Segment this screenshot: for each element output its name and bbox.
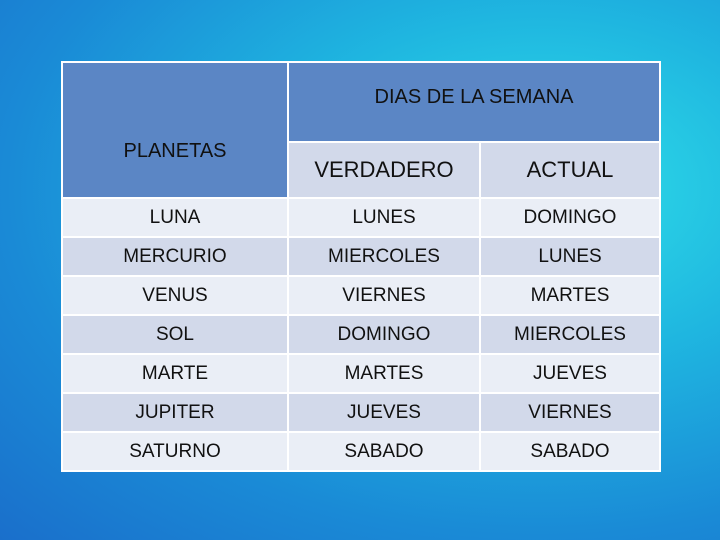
cell-planet: LUNA <box>61 197 289 238</box>
cell-verdadero: DOMINGO <box>287 314 481 355</box>
cell-verdadero: LUNES <box>287 197 481 238</box>
cell-planet: JUPITER <box>61 392 289 433</box>
header-row: PLANETAS DIAS DE LA SEMANA <box>61 61 661 199</box>
cell-planet: SATURNO <box>61 431 289 472</box>
cell-planet: MERCURIO <box>61 236 289 277</box>
table-row: LUNA LUNES DOMINGO <box>61 197 661 238</box>
table-row: MARTE MARTES JUEVES <box>61 353 661 394</box>
cell-planet: VENUS <box>61 275 289 316</box>
table-row: SOL DOMINGO MIERCOLES <box>61 314 661 355</box>
cell-planet: SOL <box>61 314 289 355</box>
cell-actual: MARTES <box>479 275 661 316</box>
cell-verdadero: MIERCOLES <box>287 236 481 277</box>
cell-actual: SABADO <box>479 431 661 472</box>
header-planetas: PLANETAS <box>61 61 289 199</box>
table-body: LUNA LUNES DOMINGO MERCURIO MIERCOLES LU… <box>61 197 661 472</box>
planets-days-table: PLANETAS DIAS DE LA SEMANA VERDADERO ACT… <box>61 61 661 472</box>
table-row: VENUS VIERNES MARTES <box>61 275 661 316</box>
header-dias-semana: DIAS DE LA SEMANA <box>287 61 661 143</box>
cell-verdadero: SABADO <box>287 431 481 472</box>
subheader-row: VERDADERO ACTUAL <box>62 141 661 199</box>
cell-actual: VIERNES <box>479 392 661 433</box>
cell-actual: MIERCOLES <box>479 314 661 355</box>
header-planetas-label: PLANETAS <box>123 139 227 162</box>
table-row: JUPITER JUEVES VIERNES <box>61 392 661 433</box>
cell-actual: DOMINGO <box>479 197 661 238</box>
cell-actual: LUNES <box>479 236 661 277</box>
table-row: SATURNO SABADO SABADO <box>61 431 661 472</box>
subheader-actual: ACTUAL <box>479 141 661 199</box>
header-dias-semana-label: DIAS DE LA SEMANA <box>374 85 574 108</box>
cell-actual: JUEVES <box>479 353 661 394</box>
cell-planet: MARTE <box>61 353 289 394</box>
cell-verdadero: MARTES <box>287 353 481 394</box>
cell-verdadero: JUEVES <box>287 392 481 433</box>
subheader-verdadero: VERDADERO <box>287 141 481 199</box>
cell-verdadero: VIERNES <box>287 275 481 316</box>
table-row: MERCURIO MIERCOLES LUNES <box>61 236 661 277</box>
